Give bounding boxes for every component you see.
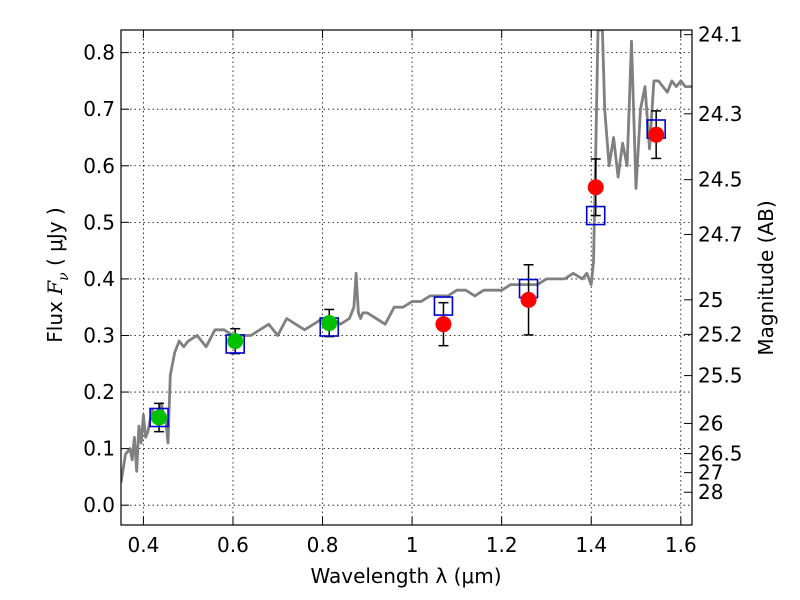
model-box <box>433 296 454 316</box>
data-points <box>151 126 665 426</box>
ir-point <box>587 179 604 196</box>
x-tick-label: 1 <box>406 533 419 557</box>
magnitude-tick-label: 24.7 <box>698 222 743 246</box>
magnitude-tick-label: 24.5 <box>698 168 743 192</box>
x-axis-label: Wavelength λ (μm) <box>310 564 501 588</box>
y-tick-label: 0.3 <box>83 323 115 347</box>
magnitude-tick-label: 25.2 <box>698 322 743 346</box>
magnitude-tick-label: 28 <box>698 480 723 504</box>
x-tick-label: 1.4 <box>575 533 607 557</box>
x-tick-label: 1.2 <box>486 533 518 557</box>
x-tick-label: 0.4 <box>127 533 159 557</box>
magnitude-tick-label: 24.3 <box>698 102 743 126</box>
y-tick-label: 0.6 <box>83 154 115 178</box>
ir-point <box>648 126 665 143</box>
model-box <box>585 205 606 226</box>
optical-point <box>321 315 338 332</box>
y-axis-label-unit: ( μJy ) <box>43 207 67 272</box>
x-tick-label: 0.8 <box>307 533 339 557</box>
y-tick-label: 0.4 <box>83 267 115 291</box>
x-tick-label: 0.6 <box>217 533 249 557</box>
model-box <box>149 407 169 428</box>
y-tick-label: 0.0 <box>83 493 115 517</box>
y-tick-label: 0.8 <box>83 41 115 65</box>
axis-ticks <box>121 30 692 525</box>
y-axis-label-subscript: ν <box>56 272 72 281</box>
right-axis-label: Magnitude (AB) <box>754 200 778 355</box>
magnitude-tick-label: 25.5 <box>698 364 743 388</box>
magnitude-tick-label: 26.5 <box>698 442 743 466</box>
grid-lines <box>121 30 692 525</box>
ir-point <box>435 316 452 333</box>
magnitude-tick-label: 26 <box>698 411 723 435</box>
optical-point <box>227 333 244 350</box>
y-axis-label-symbol: F <box>43 280 67 296</box>
x-tick-labels: 0.4 0.6 0.8 1 1.2 1.4 1.6 <box>127 533 696 557</box>
magnitude-tick-label: 27 <box>698 461 723 485</box>
y-axis-label-prefix: Flux <box>43 295 67 343</box>
y-tick-label: 0.5 <box>83 210 115 234</box>
y-tick-label: 0.2 <box>83 380 115 404</box>
y-axis-label: Flux Fν ( μJy ) <box>43 207 72 342</box>
magnitude-tick-label: 24.1 <box>698 23 743 47</box>
y-tick-label: 0.7 <box>83 97 115 121</box>
x-tick-label: 1.6 <box>665 533 697 557</box>
y-tick-label: 0.1 <box>83 437 115 461</box>
magnitude-tick-label: 25 <box>698 288 723 312</box>
optical-point <box>151 409 168 426</box>
plot-frame <box>120 29 693 526</box>
y-tick-labels: 0.0 0.1 0.2 0.3 0.4 0.5 0.6 0.7 0.8 <box>83 41 115 518</box>
ir-point <box>520 291 537 308</box>
